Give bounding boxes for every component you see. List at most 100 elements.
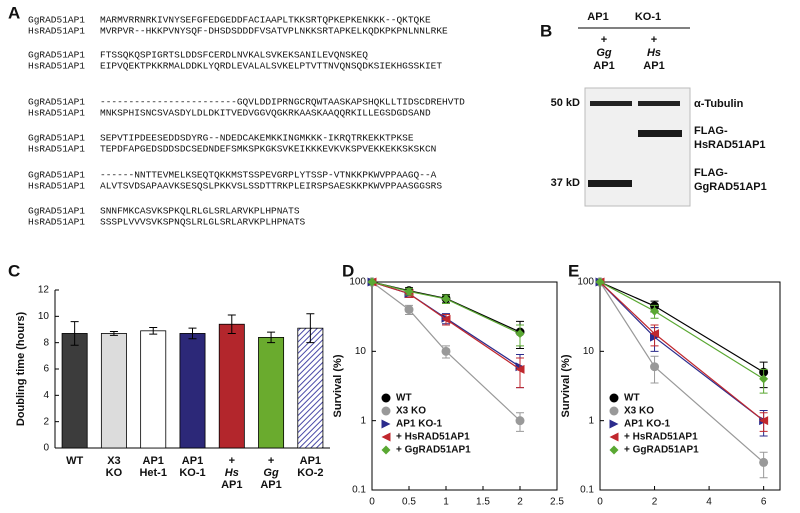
y-tick-label: 1 [588, 415, 594, 426]
series-line [371, 281, 521, 422]
legend-label: + HsRAD51AP1 [624, 432, 698, 443]
error-bar [306, 313, 315, 344]
x-tick-label: 1.5 [476, 497, 490, 508]
y-axis-label: Survival (%) [332, 354, 344, 417]
sequence-name: GgRAD51AP1 [28, 133, 85, 144]
x-tick-label: WT [66, 455, 83, 467]
point [650, 306, 660, 316]
x-tick-label: X3 [107, 455, 120, 467]
sequence: SEPVTIPDEESEDDSDYRG--NDEDCAKEMKKINGMKKK-… [100, 133, 414, 144]
x-tick-label: AP1 [182, 455, 203, 467]
sequence-name: HsRAD51AP1 [28, 181, 85, 192]
legend-label: WT [624, 393, 640, 404]
x-tick-label: 6 [761, 497, 767, 508]
point [595, 277, 605, 287]
x-tick-label: + [268, 455, 274, 467]
x-tick-label: KO [106, 467, 123, 479]
y-tick-label: 6 [43, 364, 49, 375]
legend-label: + GgRAD51AP1 [624, 445, 699, 456]
plot-frame [599, 281, 781, 491]
legend-label: + HsRAD51AP1 [396, 432, 470, 443]
point [381, 419, 391, 429]
point [441, 294, 451, 304]
point [609, 406, 619, 416]
lane-label: AP1 [593, 60, 614, 72]
sequence-name: HsRAD51AP1 [28, 61, 85, 72]
x-tick-label: 1 [443, 497, 449, 508]
legend-label: WT [396, 393, 412, 404]
point [441, 314, 451, 324]
x-tick-label: 4 [706, 497, 712, 508]
sequence-name: HsRAD51AP1 [28, 108, 85, 119]
point [515, 329, 525, 339]
x-tick-label: KO-2 [297, 467, 323, 479]
panel-label: C [8, 261, 20, 280]
point [609, 393, 619, 403]
legend-label: X3 KO [624, 406, 654, 417]
legend-label: AP1 KO-1 [624, 419, 671, 430]
x-tick-label: AP1 [300, 455, 321, 467]
marker: 37 kD [551, 177, 580, 189]
sequence: MNKSPHISNCSVASDYLDLDKITVEDVGGVQGKRKAASKA… [100, 108, 431, 119]
series-line [371, 281, 521, 370]
lane-label: Hs [647, 47, 661, 59]
series-line [371, 281, 521, 335]
sequence-name: HsRAD51AP1 [28, 144, 85, 155]
series-line [599, 281, 764, 380]
panel-label: A [8, 3, 20, 22]
x-tick-label: AP1 [260, 479, 281, 491]
legend-label: + GgRAD51AP1 [396, 445, 471, 456]
bar [297, 327, 324, 449]
sequence-name: GgRAD51AP1 [28, 50, 85, 61]
bar [258, 336, 285, 449]
marker: 50 kD [551, 97, 580, 109]
point [609, 432, 619, 442]
band-label: α-Tubulin [694, 98, 744, 110]
y-tick-label: 10 [583, 346, 595, 357]
lane-header: KO-1 [635, 11, 661, 23]
sequence: ALVTSVDSAPAAVKSESQSLPKKVSLSSDTTRKPLEIRSP… [100, 181, 442, 192]
error-bar [227, 314, 236, 334]
point [404, 286, 414, 296]
lane-label: + [601, 34, 607, 46]
y-tick-label: 8 [43, 337, 49, 348]
sequence: ------NNTTEVMELKSEQTQKKMSTSSPEVGRPLYTSSP… [100, 170, 437, 181]
panel-label: E [568, 261, 579, 280]
sequence: MARMVRRNRKIVNYSEFGFEDGEDDFACIAAPLTKKSRTQ… [100, 15, 431, 26]
x-tick-label: + [229, 455, 235, 467]
legend-label: AP1 KO-1 [396, 419, 443, 430]
point [609, 445, 619, 455]
x-tick-label: 2 [517, 497, 523, 508]
point [381, 432, 391, 442]
error-bar [188, 327, 197, 340]
point [515, 364, 525, 374]
sequence: MVRPVR--HKKPVNYSQF-DHSDSDDDFVSATVPLNKKSR… [100, 26, 448, 37]
sequence: EIPVQEKTPKKRMALDDKLYQRDLEVALALSVKELPTVTT… [100, 61, 442, 72]
y-tick-label: 0.1 [352, 485, 366, 496]
x-tick-label: Het-1 [139, 467, 167, 479]
legend-label: X3 KO [396, 406, 426, 417]
plot-frame [371, 281, 558, 491]
point [650, 362, 660, 372]
sequence-name: GgRAD51AP1 [28, 206, 85, 217]
error-bar [267, 331, 276, 344]
lane-label: Gg [596, 47, 612, 59]
x-tick-label: 0 [597, 497, 603, 508]
point [515, 416, 525, 426]
band [590, 101, 632, 106]
y-tick-label: 1 [360, 415, 366, 426]
x-tick-label: Hs [225, 467, 239, 479]
band-label: GgRAD51AP1 [694, 181, 767, 193]
point [759, 416, 769, 426]
sequence: ------------------------GQVLDDIPRNGCRQWT… [100, 97, 465, 108]
band [588, 180, 632, 187]
point [650, 329, 660, 339]
y-tick-label: 2 [43, 416, 49, 427]
error-bar [149, 327, 158, 335]
point [404, 305, 414, 315]
sequence-name: GgRAD51AP1 [28, 170, 85, 181]
band-label: FLAG- [694, 167, 728, 179]
sequence: TEPDFAPGEDSDDSDCSEDNDEFSMKSPKGKSVKEIKKKE… [100, 144, 436, 155]
sequence-name: GgRAD51AP1 [28, 97, 85, 108]
